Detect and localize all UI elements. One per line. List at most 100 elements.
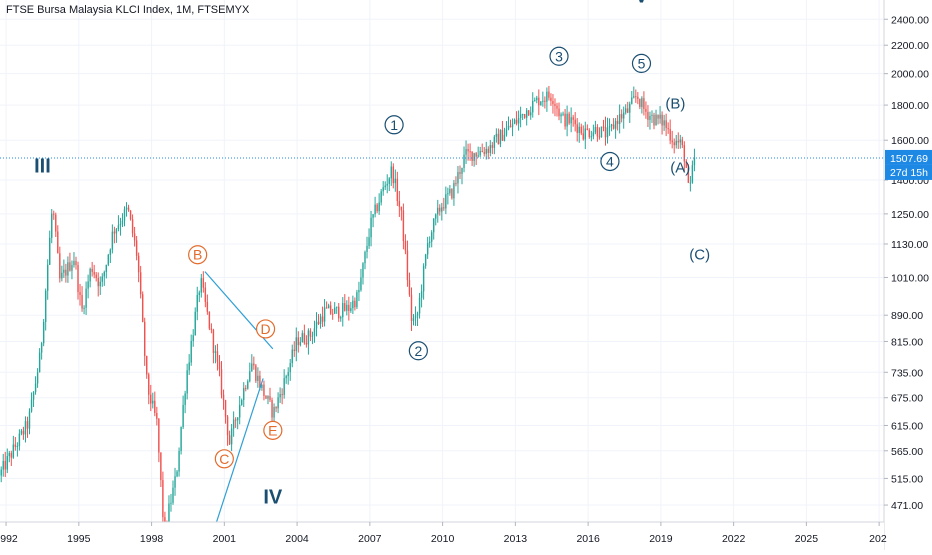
candle-down — [263, 384, 265, 396]
candle-up — [511, 123, 514, 128]
y-tick-label: 2400.00 — [891, 14, 929, 26]
candle-up — [372, 214, 374, 218]
candle-down — [297, 337, 300, 346]
wave-label-1: 1 — [390, 117, 398, 133]
y-tick-label: 1800.00 — [891, 100, 929, 112]
candle-up — [49, 237, 51, 265]
candle-down — [538, 97, 540, 106]
wave-circle-2 — [408, 341, 428, 361]
candle-down — [639, 98, 641, 107]
candle-down — [224, 400, 227, 417]
candle-down — [210, 328, 213, 330]
candle-down — [137, 255, 140, 273]
candle-up — [51, 213, 53, 238]
y-tick-label: 565.00 — [891, 446, 923, 458]
candle-down — [212, 329, 215, 353]
y-tick-label: 615.00 — [891, 420, 923, 432]
candle-up — [152, 400, 154, 404]
wave-label-D: D — [261, 321, 271, 337]
candle-up — [412, 318, 415, 321]
candle-down — [95, 274, 97, 279]
candle-up — [241, 400, 243, 405]
candle-down — [325, 307, 328, 309]
candle-up — [103, 272, 105, 277]
price-axis[interactable]: 2400.002200.002000.001800.001600.001400.… — [883, 0, 932, 550]
candle-up — [356, 292, 358, 308]
candle-up — [327, 305, 330, 309]
candle-up — [230, 428, 233, 445]
candle-up — [370, 217, 372, 238]
wave-label-B: (B) — [665, 95, 685, 112]
candle-up — [73, 260, 75, 266]
candle-down — [154, 400, 156, 413]
candle-down — [79, 292, 81, 295]
y-tick-label: 815.00 — [891, 336, 923, 348]
time-axis[interactable]: 1992 1995 1998 2001 2004 2007 2010 2013 2016 2019… — [0, 521, 887, 550]
candle-up — [40, 343, 43, 353]
candle-down — [57, 231, 59, 254]
candle-up — [485, 148, 487, 154]
candle-down — [487, 148, 489, 153]
candle-down — [162, 480, 164, 518]
candle-down — [216, 351, 219, 362]
candle-down — [501, 130, 504, 141]
candle-up — [422, 265, 425, 292]
candle-up — [115, 228, 118, 234]
candle-up — [350, 308, 352, 311]
candle-up — [38, 352, 41, 373]
candle-down — [467, 149, 469, 152]
candle-down — [55, 214, 57, 232]
candle-up — [610, 124, 613, 126]
candle-up — [301, 333, 304, 342]
x-tick-label: 202 — [869, 533, 887, 545]
candle-down — [293, 349, 295, 352]
candle-down — [406, 250, 409, 281]
candle-up — [629, 103, 631, 113]
candle-down — [202, 278, 205, 288]
candle-up — [333, 307, 336, 314]
candle-up — [0, 469, 2, 476]
candle-down — [158, 418, 160, 453]
candle-down — [491, 145, 494, 148]
candle-down — [550, 97, 552, 101]
candle-up — [287, 372, 289, 377]
wave-label-5: 5 — [638, 55, 646, 71]
candle-up — [449, 188, 451, 194]
candle-up — [261, 384, 263, 389]
candle-down — [568, 113, 570, 124]
x-tick-label: 2016 — [576, 533, 600, 545]
candle-up — [107, 254, 110, 265]
candle-up — [168, 503, 170, 524]
candle-up — [119, 223, 122, 226]
candle-down — [331, 313, 334, 315]
candle-down — [451, 188, 453, 199]
candle-up — [614, 120, 617, 129]
candle-down — [156, 412, 158, 419]
candle-up — [426, 243, 429, 255]
candle-up — [362, 263, 364, 278]
candle-up — [655, 114, 657, 126]
candle-up — [289, 363, 291, 373]
candle-down — [148, 374, 150, 395]
candle-down — [396, 178, 399, 202]
candle-down — [139, 272, 142, 295]
candle-up — [32, 392, 35, 400]
candle-up — [691, 165, 694, 183]
wave-label-3: 3 — [555, 48, 563, 64]
candle-up — [517, 117, 520, 124]
candle-down — [572, 117, 574, 120]
countdown-box — [885, 164, 932, 180]
candle-down — [208, 311, 211, 329]
candle-up — [8, 452, 11, 457]
candle-down — [653, 114, 655, 126]
candle-up — [457, 172, 459, 184]
wave-label-C: C — [219, 451, 229, 467]
candle-up — [123, 209, 126, 221]
wave-circle-5 — [631, 53, 652, 73]
candle-down — [271, 400, 273, 418]
x-tick-label: 2013 — [504, 533, 528, 545]
candle-up — [689, 182, 692, 184]
x-tick-label: 1995 — [67, 533, 91, 545]
